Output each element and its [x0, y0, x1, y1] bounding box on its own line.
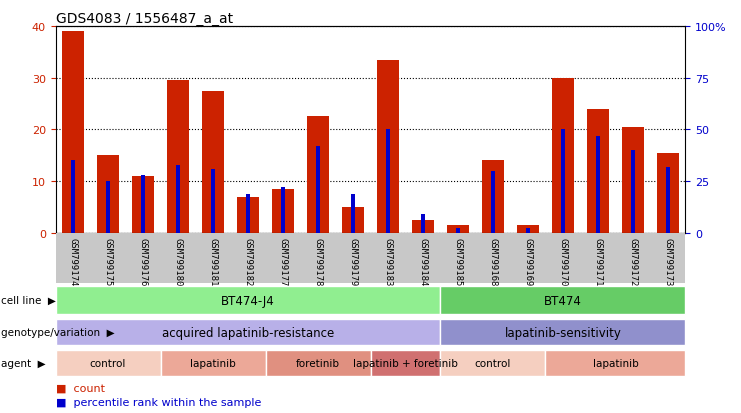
Bar: [440, 320, 685, 345]
Bar: [96, 156, 119, 233]
Bar: [491, 171, 495, 233]
Bar: [62, 32, 84, 233]
Bar: [631, 151, 635, 233]
Bar: [236, 197, 259, 233]
Bar: [265, 350, 370, 377]
Bar: [545, 350, 685, 377]
Bar: [106, 182, 110, 233]
Bar: [386, 130, 390, 233]
Bar: [622, 128, 645, 233]
Text: GSM799176: GSM799176: [139, 237, 147, 285]
Bar: [561, 130, 565, 233]
Bar: [456, 228, 460, 233]
Bar: [176, 165, 180, 233]
Bar: [316, 147, 320, 233]
Text: GDS4083 / 1556487_a_at: GDS4083 / 1556487_a_at: [56, 12, 233, 26]
Text: GSM799171: GSM799171: [594, 237, 602, 285]
Text: GSM799185: GSM799185: [453, 237, 462, 285]
Text: GSM799179: GSM799179: [348, 237, 357, 285]
Bar: [272, 190, 294, 233]
Bar: [516, 225, 539, 233]
Bar: [211, 169, 215, 233]
Text: cell line  ▶: cell line ▶: [1, 295, 56, 306]
Bar: [421, 215, 425, 233]
Text: GSM799169: GSM799169: [523, 237, 533, 285]
Text: acquired lapatinib-resistance: acquired lapatinib-resistance: [162, 326, 334, 339]
Bar: [526, 228, 530, 233]
Bar: [657, 153, 679, 233]
Text: ■  count: ■ count: [56, 382, 104, 392]
Text: GSM799181: GSM799181: [208, 237, 218, 285]
Text: GSM799172: GSM799172: [628, 237, 637, 285]
Text: ■  percentile rank within the sample: ■ percentile rank within the sample: [56, 397, 261, 407]
Bar: [71, 161, 75, 233]
Bar: [141, 176, 145, 233]
Text: GSM799178: GSM799178: [313, 237, 322, 285]
Text: BT474-J4: BT474-J4: [221, 294, 275, 307]
Bar: [167, 81, 190, 233]
Text: foretinib: foretinib: [296, 358, 340, 368]
Bar: [411, 221, 434, 233]
Bar: [482, 161, 505, 233]
Bar: [351, 194, 355, 233]
Bar: [132, 177, 154, 233]
Bar: [307, 117, 330, 233]
Text: GSM799180: GSM799180: [173, 237, 182, 285]
Text: control: control: [90, 358, 126, 368]
Bar: [587, 109, 609, 233]
Text: GSM799168: GSM799168: [488, 237, 497, 285]
Text: BT474: BT474: [544, 294, 582, 307]
Text: GSM799174: GSM799174: [69, 237, 78, 285]
Text: lapatinib-sensitivity: lapatinib-sensitivity: [505, 326, 622, 339]
Bar: [376, 60, 399, 233]
Text: lapatinib: lapatinib: [593, 358, 638, 368]
Text: GSM799175: GSM799175: [104, 237, 113, 285]
Text: GSM799173: GSM799173: [663, 237, 672, 285]
Bar: [440, 350, 545, 377]
Bar: [281, 188, 285, 233]
Bar: [56, 320, 440, 345]
Text: lapatinib + foretinib: lapatinib + foretinib: [353, 358, 458, 368]
Bar: [56, 350, 161, 377]
Text: control: control: [475, 358, 511, 368]
Bar: [440, 287, 685, 314]
Bar: [596, 136, 600, 233]
Bar: [342, 207, 365, 233]
Text: GSM799183: GSM799183: [384, 237, 393, 285]
Bar: [56, 287, 440, 314]
Text: GSM799184: GSM799184: [419, 237, 428, 285]
Text: lapatinib: lapatinib: [190, 358, 236, 368]
Bar: [666, 167, 670, 233]
Bar: [246, 194, 250, 233]
Bar: [202, 91, 225, 233]
Text: genotype/variation  ▶: genotype/variation ▶: [1, 328, 115, 337]
Bar: [370, 350, 440, 377]
Bar: [161, 350, 265, 377]
Text: agent  ▶: agent ▶: [1, 358, 46, 368]
Bar: [551, 78, 574, 233]
Text: GSM799182: GSM799182: [244, 237, 253, 285]
Bar: [447, 225, 469, 233]
Text: GSM799177: GSM799177: [279, 237, 288, 285]
Text: GSM799170: GSM799170: [559, 237, 568, 285]
